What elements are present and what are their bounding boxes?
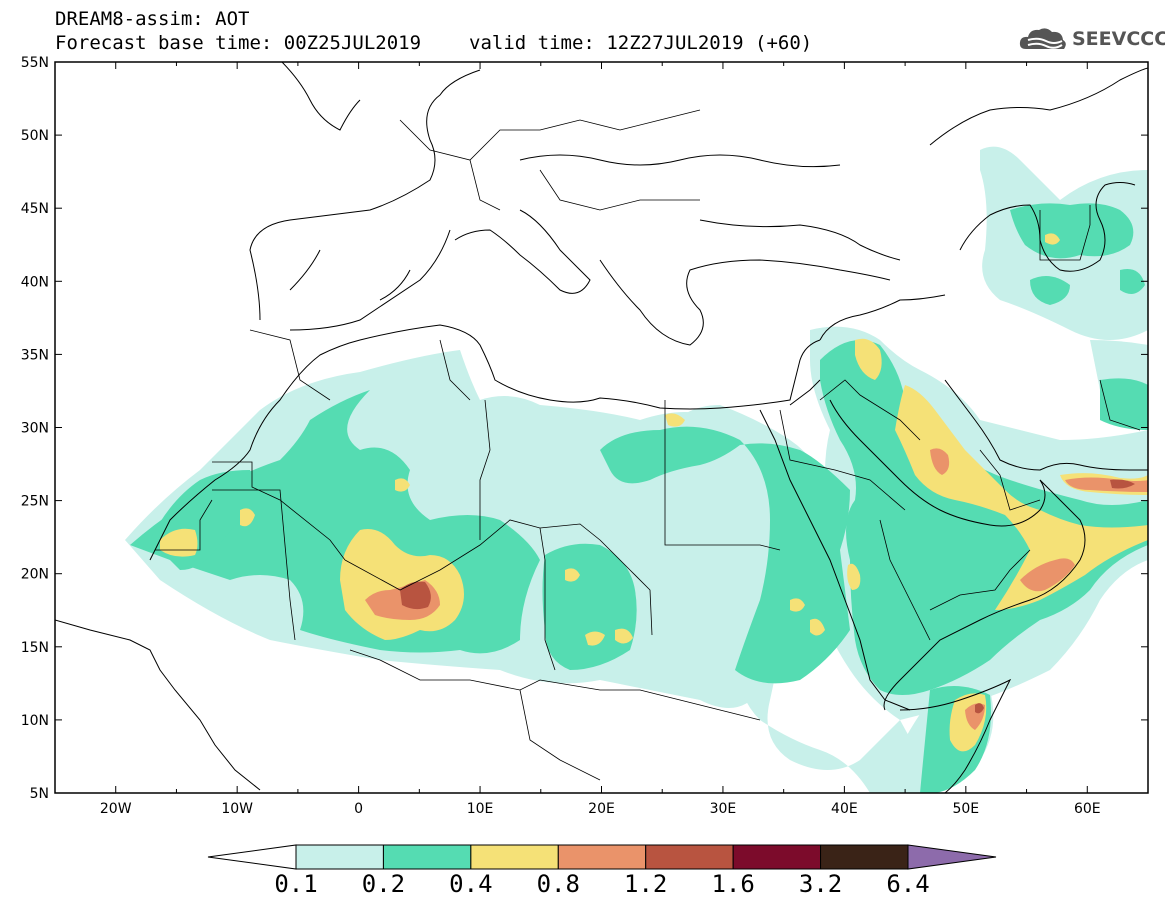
lat-tick-label: 35N <box>21 347 49 363</box>
colorbar-swatch <box>557 844 647 870</box>
lat-tick-label: 40N <box>21 274 49 290</box>
lon-tick-label: 0 <box>354 801 363 817</box>
colorbar-label: 6.4 <box>886 870 930 898</box>
colorbar-label: 3.2 <box>798 870 843 898</box>
lat-tick-label: 20N <box>21 567 49 583</box>
lon-tick-label: 10E <box>467 801 494 817</box>
cloud-logo-icon <box>1019 28 1066 49</box>
longitude-axis: 20W 10W 0 10E 20E 30E 40E 50E 60E <box>54 62 1149 817</box>
seevccc-logo: SEEVCCC <box>1018 24 1165 54</box>
lon-tick-label: 20W <box>100 801 132 817</box>
lon-tick-label: 40E <box>831 801 858 817</box>
lat-tick-label: 50N <box>21 128 49 144</box>
colorbar-swatch <box>470 844 559 870</box>
lat-tick-label: 15N <box>21 640 49 656</box>
colorbar <box>207 844 997 870</box>
colorbar-label: 0.4 <box>449 870 493 898</box>
colorbar-swatch <box>295 844 384 870</box>
colorbar-label: 0.2 <box>361 870 406 898</box>
lon-tick-label: 10W <box>221 801 253 817</box>
lat-tick-label: 25N <box>21 494 49 510</box>
lon-tick-label: 60E <box>1074 801 1101 817</box>
colorbar-label: 1.2 <box>624 870 668 898</box>
lon-tick-label: 30E <box>710 801 737 817</box>
aot-field <box>125 146 1148 793</box>
forecast-base-time: Forecast base time: 00Z25JUL2019 <box>55 32 422 54</box>
colorbar-swatch <box>732 844 822 870</box>
map-subtitle: Forecast base time: 00Z25JUL2019 valid ti… <box>55 32 812 54</box>
colorbar-swatch <box>645 844 734 870</box>
lat-tick-label: 55N <box>21 55 49 71</box>
country-borders <box>155 109 1141 781</box>
lat-tick-label: 45N <box>21 201 49 217</box>
aot-level-1.2 <box>400 479 1135 714</box>
lat-tick-label: 5N <box>30 786 49 802</box>
colorbar-swatch <box>382 844 472 870</box>
lon-tick-label: 50E <box>952 801 979 817</box>
lat-tick-label: 10N <box>21 713 49 729</box>
latitude-axis: 55N 50N 45N 40N 35N 30N 25N 20N 15N 10N 5N <box>21 55 1148 802</box>
coastlines <box>55 62 1148 793</box>
colorbar-swatch <box>820 844 909 870</box>
logo-text: SEEVCCC <box>1072 28 1165 50</box>
valid-time: valid time: 12Z27JUL2019 (+60) <box>469 32 813 54</box>
map-title: DREAM8-assim: AOT <box>55 8 250 30</box>
colorbar-under-triangle <box>207 844 297 870</box>
colorbar-over-triangle <box>907 844 997 870</box>
lat-tick-label: 30N <box>21 421 49 437</box>
colorbar-label: 0.1 <box>274 870 318 898</box>
lon-tick-label: 20E <box>588 801 615 817</box>
colorbar-label: 0.8 <box>536 870 580 898</box>
colorbar-label: 1.6 <box>711 870 755 898</box>
